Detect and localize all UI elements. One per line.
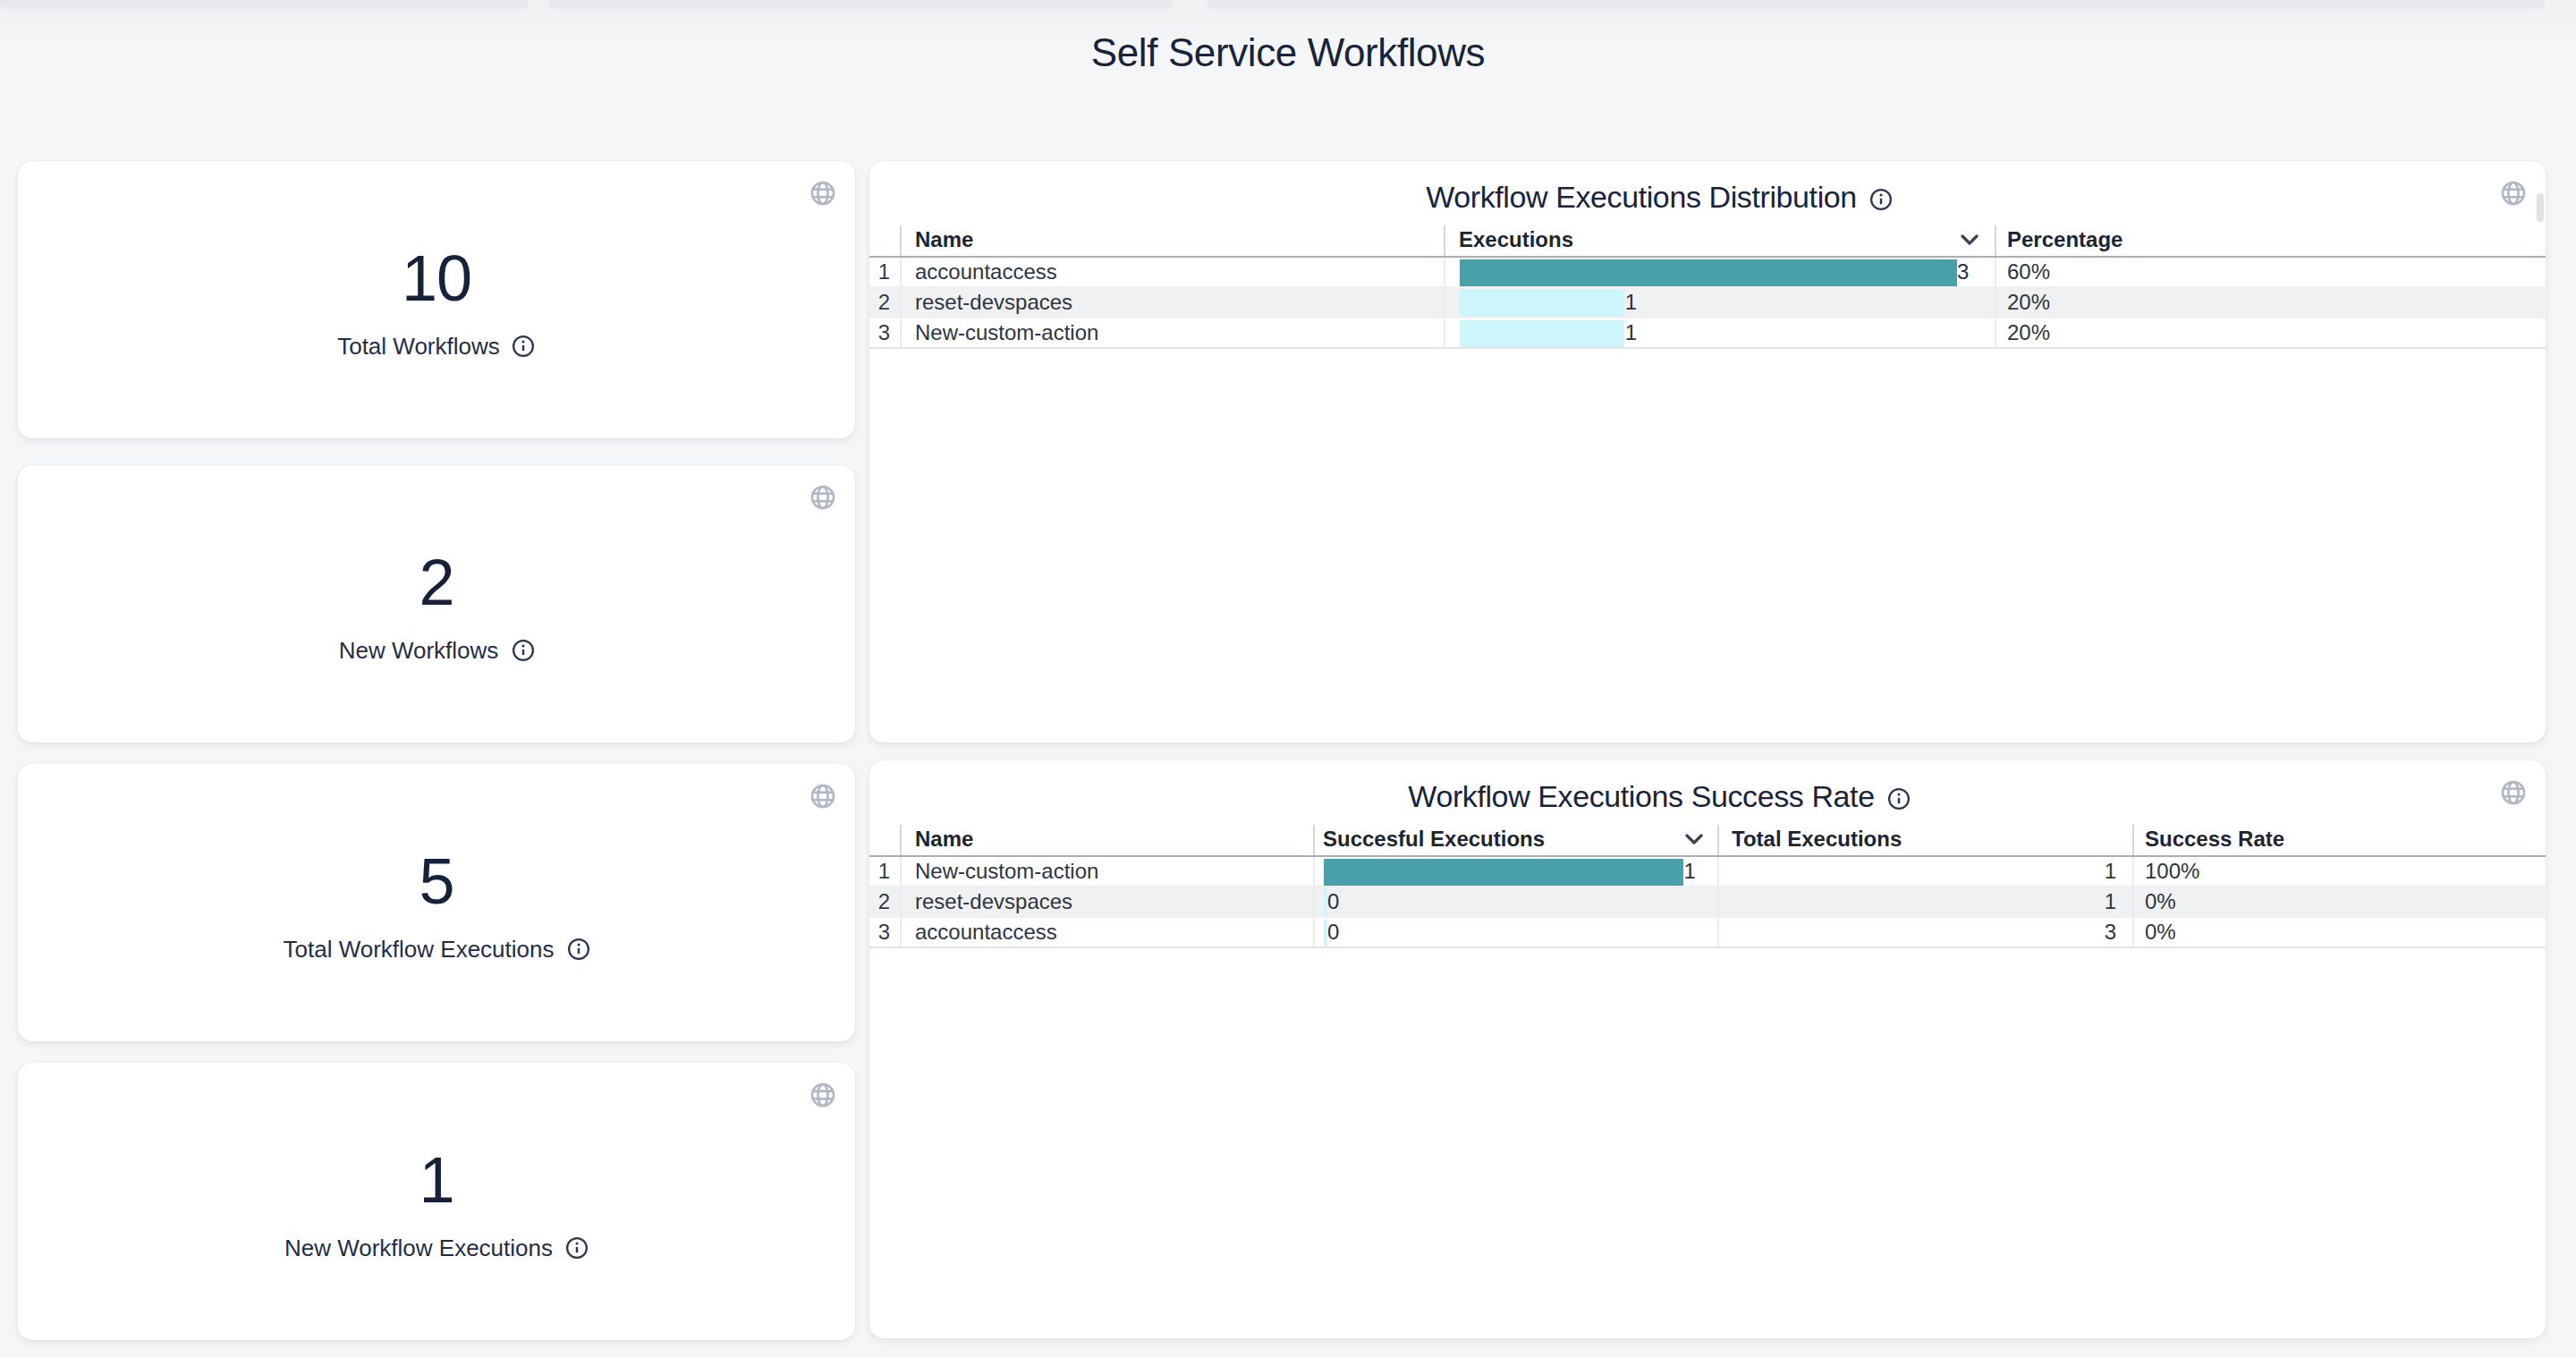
globe-icon[interactable] (809, 1081, 837, 1109)
table-row: 2 reset-devspaces 1 20% (869, 287, 2546, 318)
successful-bar-cell: 0 (1314, 887, 1719, 915)
total-executions-value: 1 (1719, 887, 2133, 915)
stat-label: Total Workflows (337, 332, 500, 359)
stat-card-total-workflow-executions: 5 Total Workflow Executions (18, 764, 855, 1041)
row-number: 2 (869, 887, 901, 915)
table-row: 1 New-custom-action 1 1 100% (869, 856, 2546, 887)
percentage-value: 60% (1996, 257, 2546, 285)
executions-distribution-table: Name Executions Percentage 1 accountacce… (869, 225, 2546, 348)
table-row: 3 New-custom-action 1 20% (869, 318, 2546, 348)
workflow-name: reset-devspaces (901, 887, 1314, 915)
executions-bar (1459, 259, 1957, 285)
chevron-down-icon[interactable] (1960, 233, 1978, 248)
percentage-value: 20% (1996, 318, 2546, 346)
header-rownum (869, 825, 901, 854)
header-name[interactable]: Name (901, 825, 1314, 854)
header-total-executions[interactable]: Total Executions (1719, 825, 2133, 854)
executions-bar-cell: 3 (1445, 257, 1996, 285)
stat-card-new-workflows: 2 New Workflows (18, 465, 855, 743)
success-rate-value: 0% (2133, 917, 2546, 946)
workflow-name: reset-devspaces (901, 287, 1445, 316)
info-icon[interactable] (513, 334, 536, 357)
workflow-name: New-custom-action (901, 856, 1314, 885)
success-rate-value: 0% (2133, 887, 2546, 915)
row-number: 1 (869, 257, 901, 285)
info-icon[interactable] (1869, 187, 1893, 210)
dashboard-page: Self Service Workflows 10 Total Workflow… (0, 0, 2576, 1358)
stat-card-total-workflows: 10 Total Workflows (18, 161, 855, 438)
top-edge-fragment (1208, 0, 2544, 7)
globe-icon[interactable] (2499, 179, 2528, 208)
table-title: Workflow Executions Distribution (1426, 181, 1857, 216)
successful-executions-bar (1323, 858, 1683, 885)
header-name[interactable]: Name (901, 225, 1445, 255)
info-icon[interactable] (567, 937, 590, 960)
executions-value: 1 (1625, 319, 1637, 344)
header-percentage[interactable]: Percentage (1996, 225, 2546, 255)
successful-value: 0 (1327, 888, 1339, 913)
stat-value: 10 (402, 241, 471, 316)
table-row: 1 accountaccess 3 60% (869, 257, 2546, 287)
percentage-value: 20% (1996, 287, 2546, 316)
successful-bar-cell: 0 (1314, 917, 1719, 946)
top-edge-fragment (0, 0, 528, 7)
row-number: 3 (869, 917, 901, 946)
chevron-down-icon[interactable] (1685, 833, 1703, 847)
info-icon[interactable] (565, 1235, 589, 1259)
successful-bar-cell: 1 (1314, 856, 1719, 885)
success-rate-value: 100% (2133, 856, 2546, 885)
stat-value: 5 (419, 844, 453, 919)
table-row: 2 reset-devspaces 0 1 0% (869, 887, 2546, 917)
stat-label: Total Workflow Executions (284, 935, 555, 962)
globe-icon[interactable] (809, 483, 837, 512)
executions-bar-cell: 1 (1445, 318, 1996, 346)
globe-icon[interactable] (809, 782, 837, 811)
table-title: Workflow Executions Success Rate (1408, 780, 1874, 816)
stat-value: 1 (419, 1142, 453, 1218)
total-executions-value: 1 (1719, 856, 2133, 885)
stat-label: New Workflow Executions (284, 1234, 553, 1260)
row-number: 1 (869, 856, 901, 885)
executions-bar (1459, 289, 1625, 316)
card-workflow-executions-success-rate: Workflow Executions Success Rate Name Su… (869, 760, 2546, 1338)
table-header-row: Name Executions Percentage (869, 225, 2546, 257)
executions-value: 3 (1957, 259, 1969, 284)
globe-icon[interactable] (809, 179, 837, 208)
globe-icon[interactable] (2499, 778, 2528, 807)
info-icon[interactable] (511, 638, 534, 661)
table-header-row: Name Succesful Executions Total Executio… (869, 825, 2546, 856)
page-title: Self Service Workflows (0, 30, 2576, 77)
executions-value: 1 (1625, 289, 1637, 314)
table-row: 3 accountaccess 0 3 0% (869, 917, 2546, 947)
info-icon[interactable] (1887, 786, 1911, 810)
header-success-rate[interactable]: Success Rate (2133, 825, 2546, 854)
workflow-name: accountaccess (901, 917, 1314, 946)
successful-value: 1 (1683, 858, 1695, 883)
stat-value: 2 (419, 545, 453, 620)
header-successful-executions[interactable]: Succesful Executions (1314, 825, 1719, 854)
top-edge-fragment (549, 0, 1172, 7)
executions-bar-cell: 1 (1445, 287, 1996, 316)
success-rate-table: Name Succesful Executions Total Executio… (869, 825, 2546, 947)
workflow-name: New-custom-action (901, 318, 1445, 346)
stat-label: New Workflows (339, 636, 499, 663)
card-workflow-executions-distribution: Workflow Executions Distribution Name Ex… (869, 161, 2546, 743)
header-executions[interactable]: Executions (1445, 225, 1996, 255)
header-rownum (869, 225, 901, 255)
stat-card-new-workflow-executions: 1 New Workflow Executions (18, 1063, 855, 1340)
workflow-name: accountaccess (901, 257, 1445, 285)
executions-bar (1459, 319, 1625, 346)
row-number: 3 (869, 318, 901, 346)
table-scrollbar-thumb[interactable] (2537, 193, 2544, 222)
total-executions-value: 3 (1719, 917, 2133, 946)
successful-value: 0 (1327, 919, 1339, 944)
row-number: 2 (869, 287, 901, 316)
